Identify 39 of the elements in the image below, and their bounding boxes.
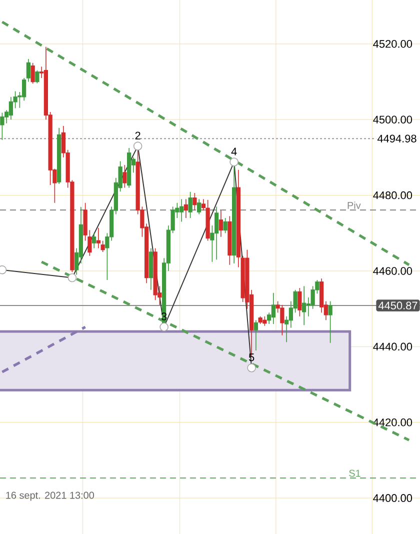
annotation: 4 xyxy=(231,148,237,156)
y-tick-label: 4480.00 xyxy=(373,191,412,200)
candlestick xyxy=(30,62,35,84)
candlestick xyxy=(223,218,228,234)
candlestick xyxy=(122,164,127,188)
ref-line-label: 4450.87 xyxy=(378,302,418,310)
candlestick xyxy=(328,300,332,344)
candlestick xyxy=(258,316,262,324)
candlestick xyxy=(26,58,30,82)
y-tick-label: 4500.00 xyxy=(373,116,412,124)
candlestick xyxy=(254,320,258,351)
candlestick xyxy=(83,202,88,242)
candlestick xyxy=(127,148,132,188)
y-tick-label: 4460.00 xyxy=(373,267,412,275)
y-tick-label: 4420.00 xyxy=(373,418,412,426)
candlestick xyxy=(184,198,188,218)
candlestick xyxy=(88,230,92,256)
ref-line-label: Piv xyxy=(348,202,361,209)
candlestick xyxy=(153,248,158,301)
candlestick xyxy=(188,191,192,218)
y-tick-label: 4400.00 xyxy=(373,494,412,502)
candlestick xyxy=(206,199,210,242)
y-tick-label: 4440.00 xyxy=(373,342,412,351)
ref-line-label: 4494.98 xyxy=(377,134,416,142)
annotation: 2 xyxy=(135,132,140,140)
candlestick xyxy=(197,198,202,215)
candlestick xyxy=(228,216,232,266)
candlestick xyxy=(57,128,62,184)
candlestick xyxy=(148,248,153,290)
y-tick-label: 4520.00 xyxy=(373,40,412,48)
annotation: 16 sept. 2021 13:00 xyxy=(6,492,94,501)
candlestick xyxy=(302,286,306,326)
candlestick xyxy=(92,232,96,249)
ref-line-label: S1 xyxy=(349,470,360,477)
candlestick xyxy=(218,210,223,238)
candlestick xyxy=(271,292,276,324)
candlestick xyxy=(298,288,302,317)
candlestick xyxy=(35,70,40,84)
candlestick xyxy=(0,112,4,140)
